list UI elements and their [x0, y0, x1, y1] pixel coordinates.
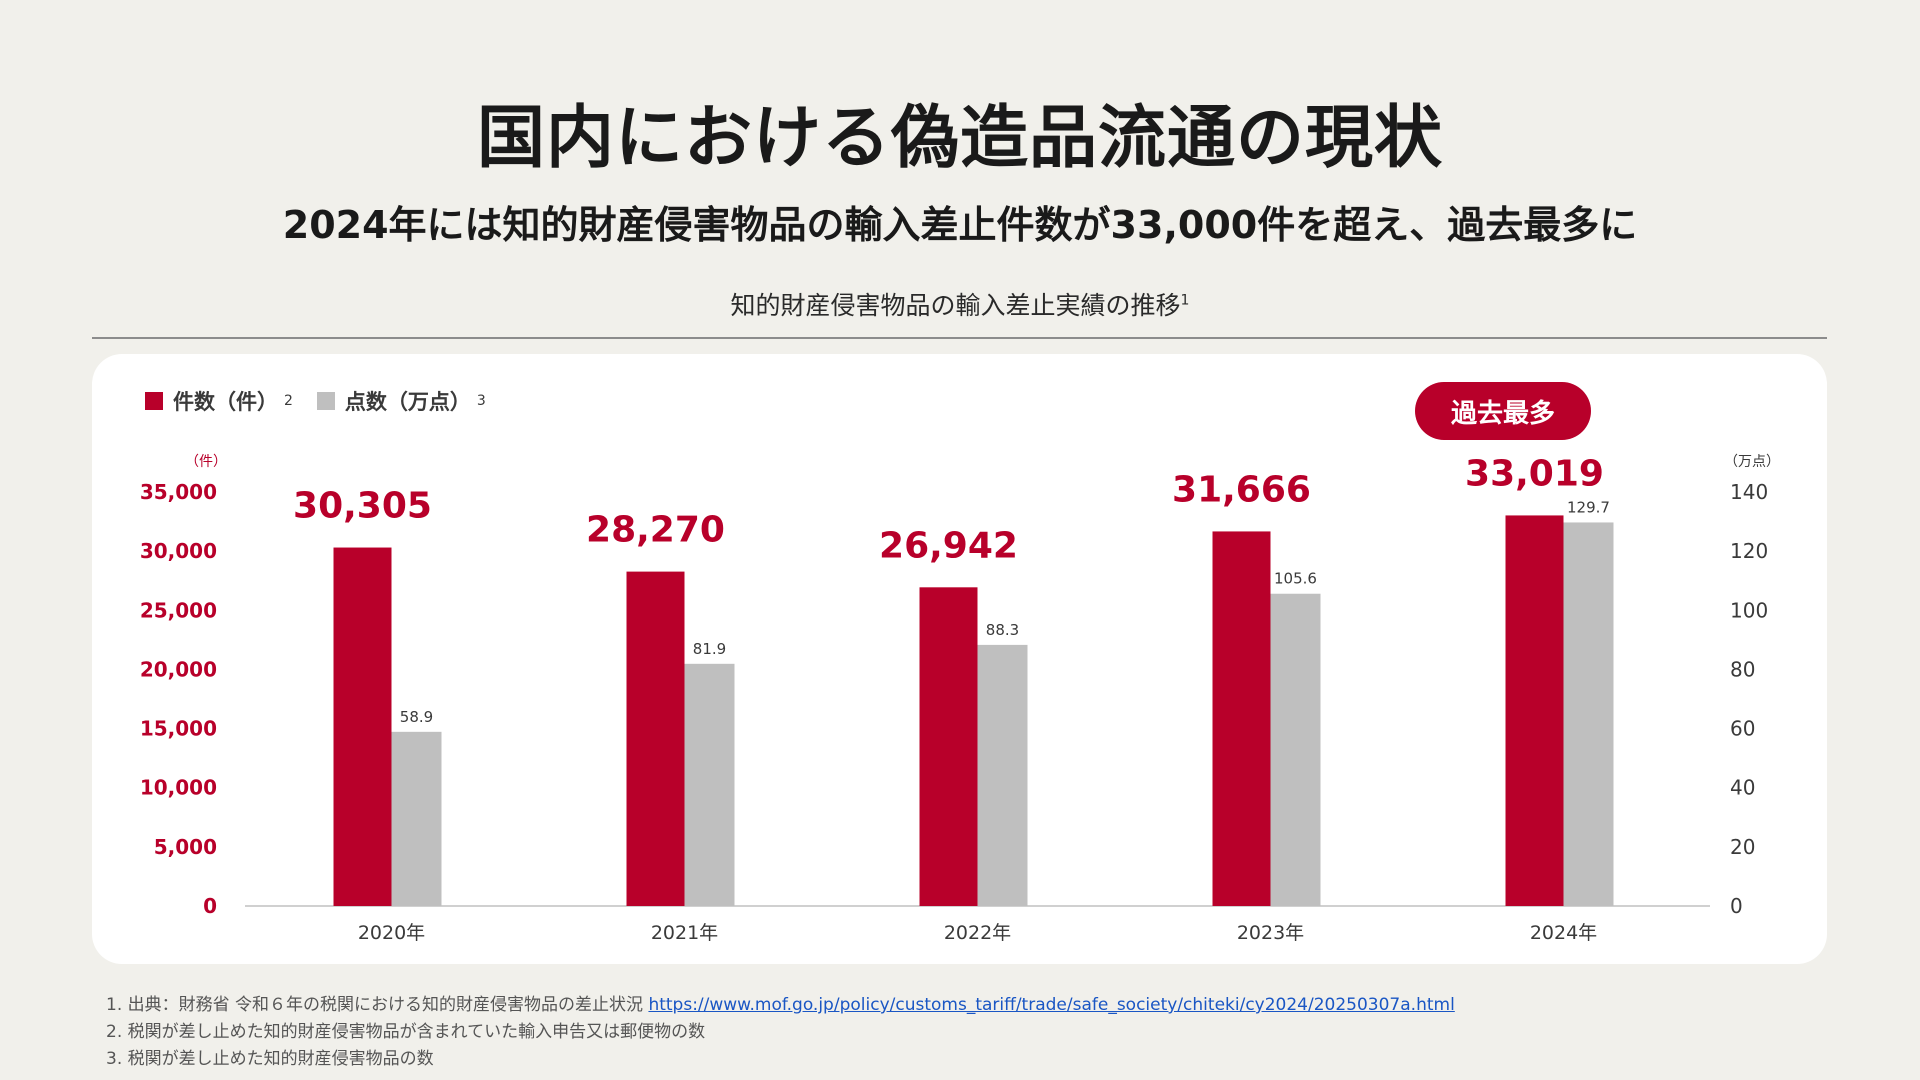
- bar-quantity: [1270, 593, 1321, 906]
- legend-footnote-ref-quantity: 3: [476, 393, 486, 409]
- left-axis-tick: 5,000: [154, 835, 217, 859]
- legend-swatch-quantity: [316, 392, 335, 410]
- bar-quantity: [977, 644, 1028, 906]
- chart-legend: 件数（件） 2 点数（万点） 3: [145, 386, 510, 416]
- data-label-count: 30,305: [293, 486, 432, 527]
- data-label-count: 26,942: [879, 525, 1018, 566]
- bar-count: [333, 547, 392, 906]
- right-axis-tick: 140: [1730, 480, 1768, 504]
- footnotes: 1. 出典：財務省 令和６年の税関における知的財産侵害物品の差止状況 https…: [106, 992, 1455, 1073]
- chart-heading-footnote-ref: 1: [1180, 292, 1190, 309]
- bar-count: [626, 571, 685, 906]
- left-axis-tick: 10,000: [140, 776, 217, 800]
- right-axis-tick: 20: [1730, 835, 1755, 859]
- bar-count: [1505, 515, 1564, 906]
- page-title: 国内における偽造品流通の現状: [476, 99, 1443, 178]
- legend-item-count: 件数（件） 2: [145, 386, 293, 416]
- data-label-quantity: 88.3: [986, 621, 1019, 639]
- right-axis-tick: 40: [1730, 776, 1755, 800]
- bar-count: [1212, 531, 1271, 906]
- footnote-2: 2. 税関が差し止めた知的財産侵害物品が含まれていた輸入申告又は郵便物の数: [106, 1022, 706, 1042]
- bar-quantity: [684, 663, 735, 906]
- footnote-1: 1. 出典：財務省 令和６年の税関における知的財産侵害物品の差止状況 https…: [106, 992, 1455, 1019]
- data-label-count: 31,666: [1172, 469, 1311, 510]
- data-label-quantity: 81.9: [693, 640, 726, 658]
- left-axis-tick: 0: [203, 894, 217, 918]
- x-axis-tick: 2024年: [1530, 922, 1597, 944]
- right-axis-unit: （万点）: [1724, 454, 1780, 470]
- left-axis-tick: 35,000: [140, 480, 217, 504]
- legend-label-quantity: 点数（万点）: [344, 390, 471, 414]
- footnote-1-text: 1. 出典：財務省 令和６年の税関における知的財産侵害物品の差止状況: [106, 995, 649, 1015]
- bar-quantity: [1563, 522, 1614, 906]
- data-label-count: 33,019: [1465, 453, 1604, 494]
- data-label-quantity: 105.6: [1274, 570, 1317, 588]
- chart-heading: 知的財産侵害物品の輸入差止実績の推移1: [0, 286, 1920, 322]
- bar-quantity: [391, 731, 442, 906]
- left-axis-tick: 30,000: [140, 539, 217, 563]
- left-axis-tick: 15,000: [140, 717, 217, 741]
- x-axis-tick: 2020年: [358, 922, 425, 944]
- x-axis-tick: 2021年: [651, 922, 718, 944]
- footnote-3: 3. 税関が差し止めた知的財産侵害物品の数: [106, 1049, 434, 1069]
- right-axis-tick: 100: [1730, 598, 1768, 622]
- page-subtitle: 2024年には知的財産侵害物品の輸入差止件数が33,000件を超え、過去最多に: [282, 203, 1638, 247]
- x-axis-tick: 2022年: [944, 922, 1011, 944]
- source-link[interactable]: https://www.mof.go.jp/policy/customs_tar…: [648, 995, 1455, 1015]
- right-axis-tick: 60: [1730, 717, 1755, 741]
- bar-count: [919, 587, 978, 906]
- legend-item-quantity: 点数（万点） 3: [316, 386, 486, 416]
- left-axis-unit: （件）: [185, 454, 227, 470]
- chart-heading-text: 知的財産侵害物品の輸入差止実績の推移: [730, 291, 1181, 320]
- legend-swatch-count: [145, 392, 163, 410]
- data-label-quantity: 129.7: [1567, 498, 1610, 516]
- right-axis-tick: 120: [1730, 539, 1768, 563]
- data-label-count: 28,270: [586, 510, 725, 551]
- left-axis-tick: 20,000: [140, 657, 217, 681]
- data-label-quantity: 58.9: [400, 708, 433, 726]
- right-axis-tick: 0: [1730, 894, 1743, 918]
- right-axis-tick: 80: [1730, 657, 1755, 681]
- divider: [92, 337, 1827, 339]
- left-axis-tick: 25,000: [140, 598, 217, 622]
- legend-footnote-ref-count: 2: [284, 393, 293, 409]
- record-high-badge: 過去最多: [1415, 382, 1591, 440]
- legend-label-count: 件数（件）: [173, 390, 278, 414]
- x-axis-tick: 2023年: [1237, 922, 1304, 944]
